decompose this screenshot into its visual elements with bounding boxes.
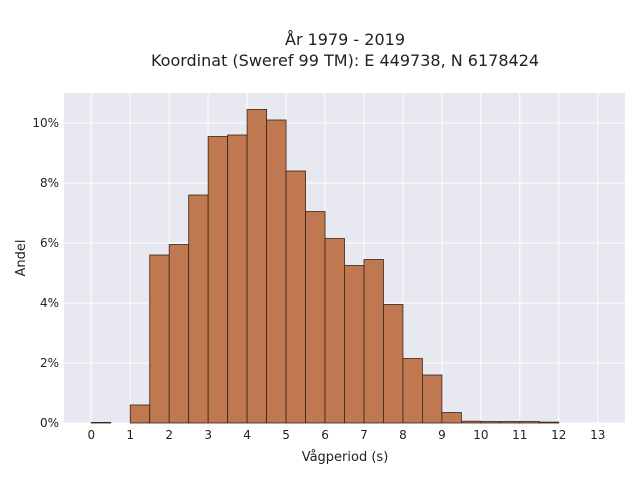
x-axis-label: Vågperiod (s) <box>302 450 389 465</box>
histogram-bar <box>480 421 501 424</box>
histogram-bar <box>266 119 287 424</box>
histogram-bar <box>227 134 248 424</box>
x-tick-label: 8 <box>399 428 407 442</box>
chart-title-line1: År 1979 - 2019 <box>285 30 405 49</box>
histogram-bar <box>499 421 521 424</box>
x-tick-label: 7 <box>360 428 368 442</box>
histogram-bar <box>538 421 560 424</box>
histogram-bar <box>402 358 423 424</box>
histogram-bar <box>149 254 170 424</box>
histogram-bar <box>363 259 384 424</box>
x-tick-label: 5 <box>282 428 290 442</box>
histogram-bar <box>460 420 482 424</box>
histogram-bar <box>422 374 443 424</box>
histogram-bar <box>383 304 404 424</box>
histogram-bars <box>90 109 560 424</box>
x-tick-label: 6 <box>321 428 329 442</box>
histogram-bar <box>519 421 540 424</box>
histogram-bar <box>285 170 306 424</box>
chart-title-line2: Koordinat (Sweref 99 TM): E 449738, N 61… <box>151 51 539 70</box>
histogram-bar <box>246 109 267 424</box>
x-tick-label: 1 <box>126 428 134 442</box>
histogram-bar <box>207 136 229 424</box>
y-tick-label: 4% <box>40 296 59 310</box>
y-axis-label: Andel <box>14 240 29 277</box>
x-tick-label: 0 <box>87 428 95 442</box>
x-tick-label: 3 <box>204 428 212 442</box>
y-tick-label: 10% <box>32 116 59 130</box>
x-tick-label: 10 <box>473 428 488 442</box>
histogram-bar <box>305 211 326 424</box>
x-tick-label: 9 <box>438 428 446 442</box>
y-tick-label: 6% <box>40 236 59 250</box>
x-tick-label: 4 <box>243 428 251 442</box>
histogram-bar <box>344 265 365 424</box>
x-tick-label: 2 <box>165 428 173 442</box>
x-tick-label: 13 <box>590 428 605 442</box>
histogram-bar <box>324 238 345 424</box>
axis-ticks: 0 1 2 3 4 5 6 7 8 9 10 11 12 130%2%4%6%8%10% <box>32 116 605 442</box>
histogram-bar <box>129 404 151 424</box>
y-tick-label: 0% <box>40 416 59 430</box>
histogram-bar <box>90 421 112 424</box>
y-tick-label: 8% <box>40 176 59 190</box>
histogram-bar <box>188 194 209 424</box>
histogram-bar <box>168 244 190 424</box>
histogram-bar <box>441 412 462 424</box>
y-tick-label: 2% <box>40 356 59 370</box>
x-tick-label: 11 <box>512 428 527 442</box>
x-tick-label: 12 <box>551 428 566 442</box>
